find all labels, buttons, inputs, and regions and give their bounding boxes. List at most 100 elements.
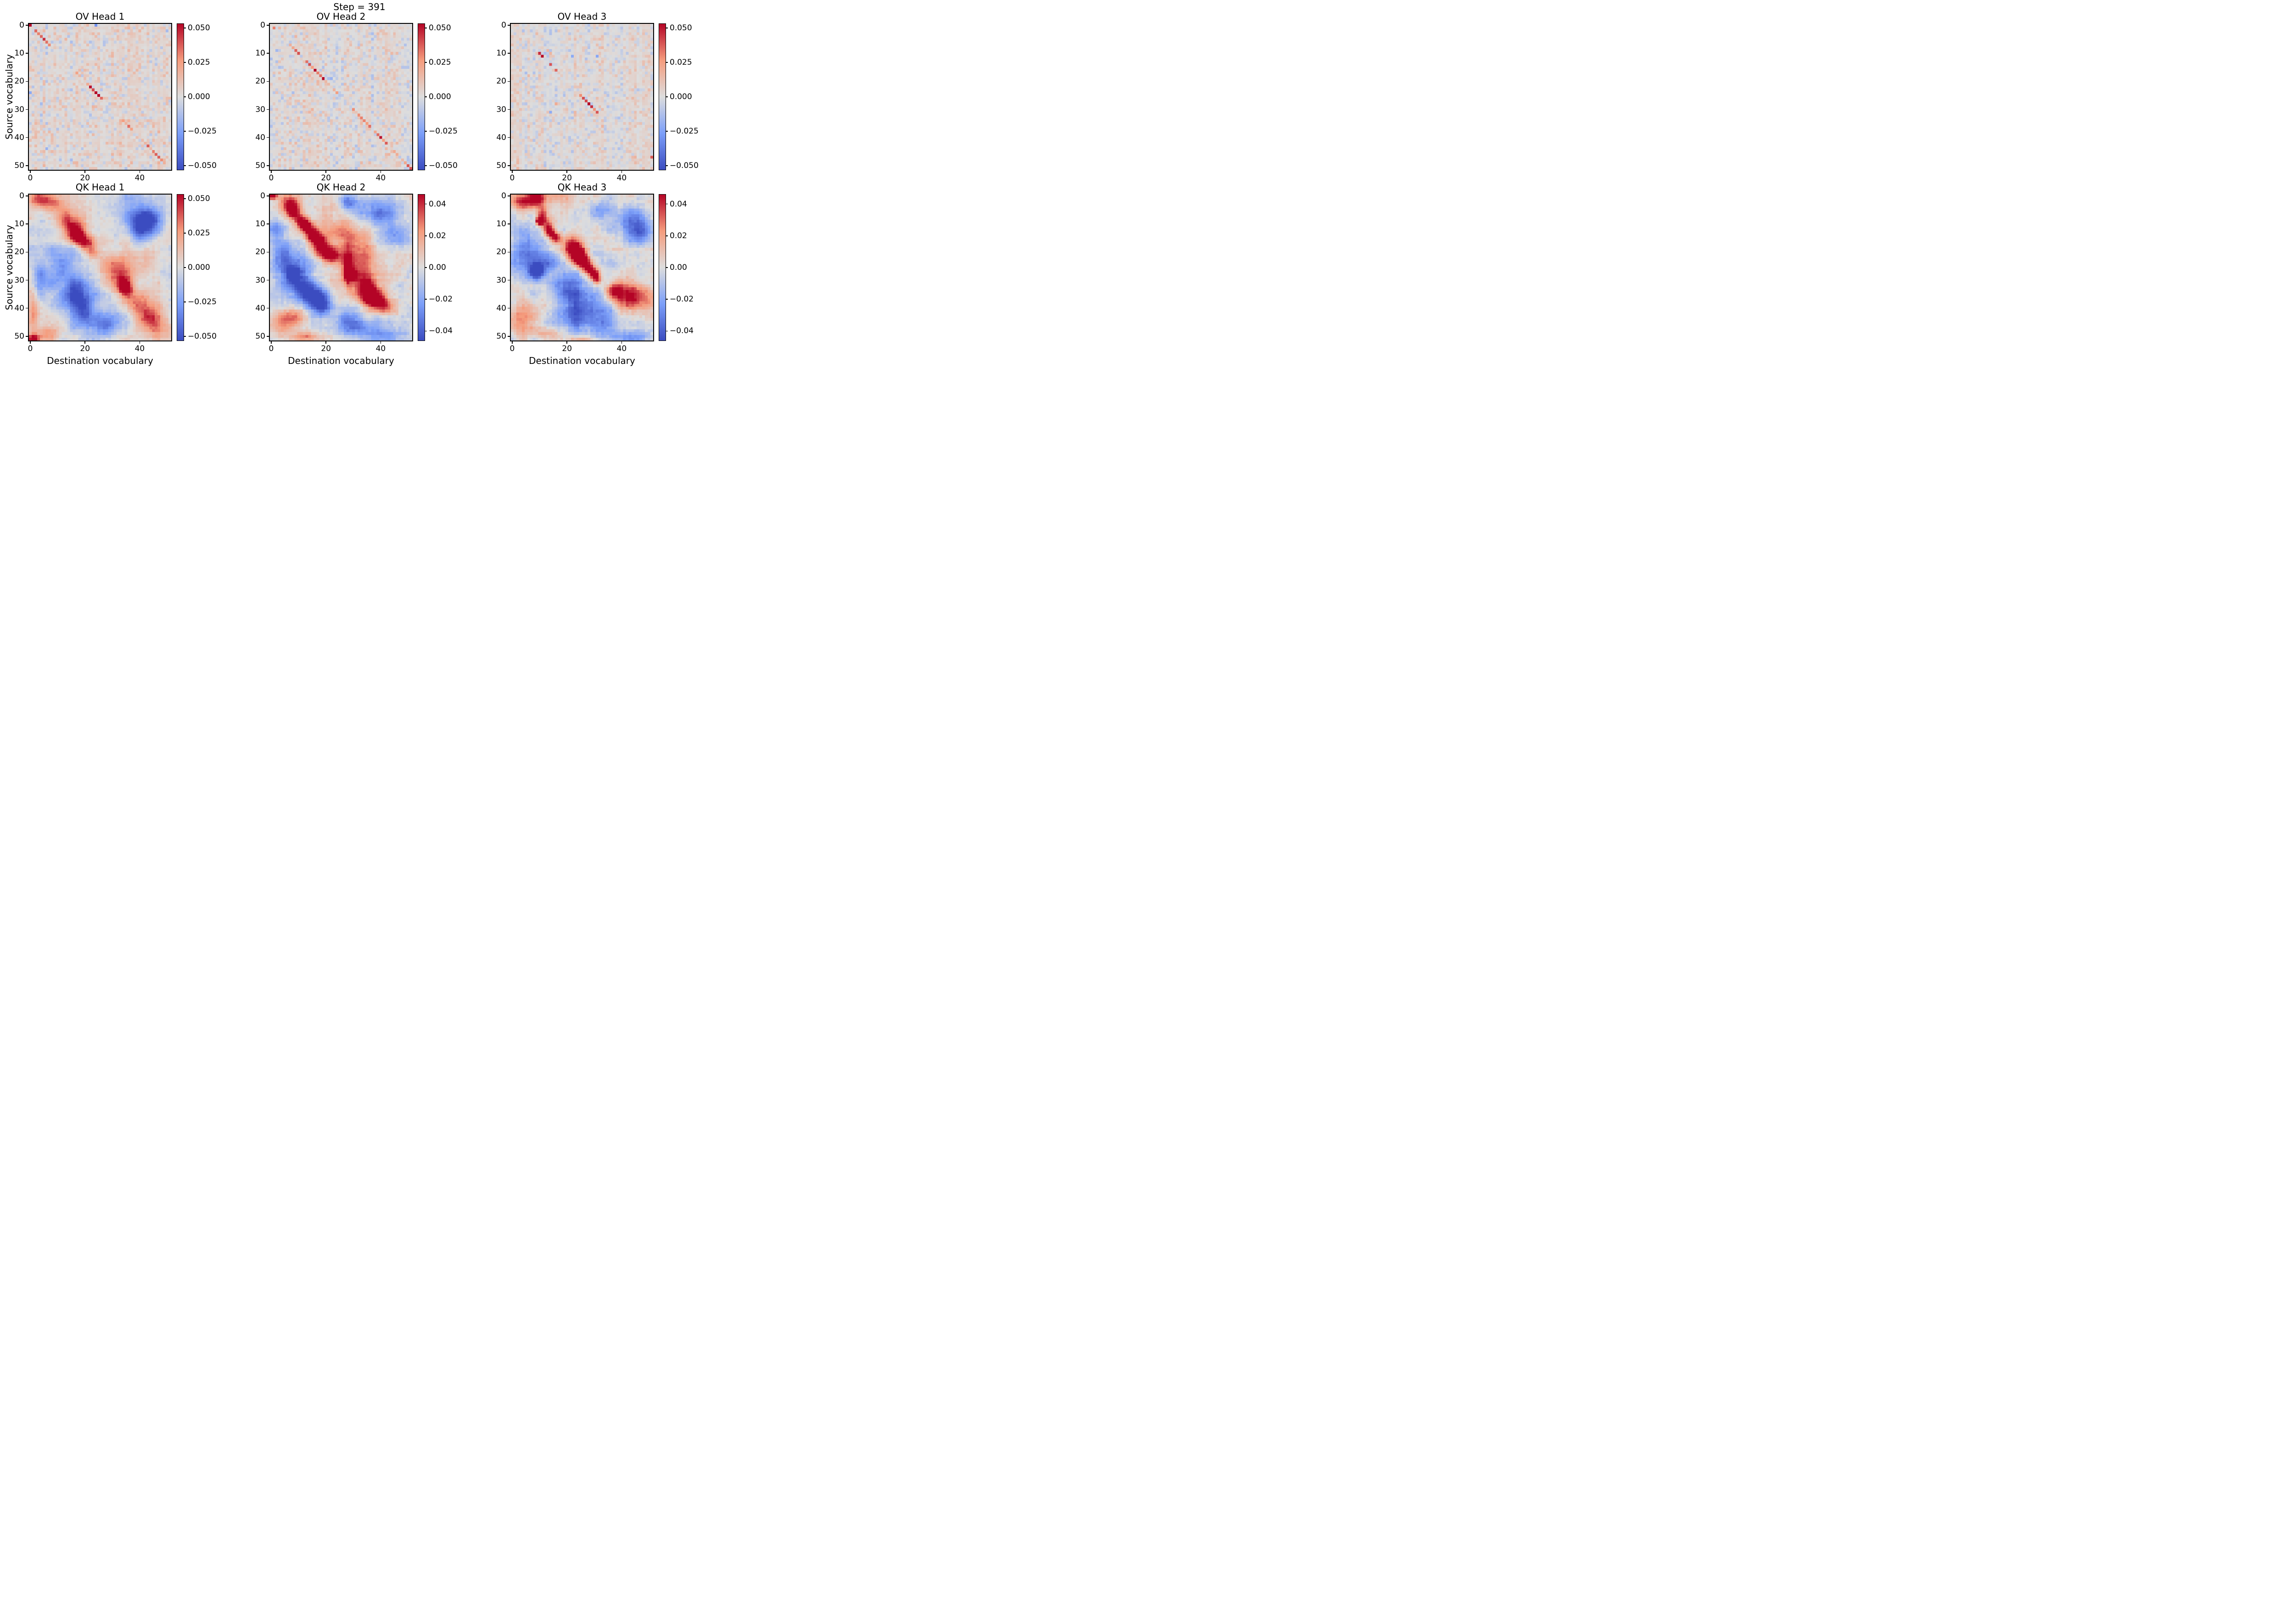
colorbar-tick-mark bbox=[184, 131, 186, 132]
colorbar-tick-mark bbox=[425, 330, 427, 331]
y-tick-label: 40 bbox=[496, 133, 506, 142]
y-tick-mark bbox=[508, 251, 510, 253]
y-tick-mark bbox=[508, 53, 510, 54]
colorbar-tick-label: −0.050 bbox=[429, 161, 458, 170]
y-tick-label: 30 bbox=[496, 105, 506, 114]
colorbar-tick-mark bbox=[666, 235, 668, 236]
y-tick-mark bbox=[26, 251, 28, 253]
colorbar-tick-mark bbox=[425, 235, 427, 236]
colorbar-tick-label: 0.050 bbox=[670, 23, 692, 33]
panel-title-qk-head-3: QK Head 3 bbox=[557, 182, 607, 193]
colorbar-tick-mark bbox=[666, 267, 668, 268]
colorbar-tick-mark bbox=[425, 165, 427, 166]
y-tick-mark bbox=[267, 109, 269, 110]
x-tick-mark bbox=[84, 171, 85, 173]
x-tick-mark bbox=[512, 341, 513, 344]
colorbar-tick-mark bbox=[184, 62, 186, 63]
colorbar-tick-mark bbox=[666, 330, 668, 331]
colorbar-tick-mark bbox=[184, 198, 186, 199]
y-tick-label: 50 bbox=[255, 161, 265, 170]
panel-title-ov-head-1: OV Head 1 bbox=[75, 11, 125, 22]
y-tick-label: 10 bbox=[14, 219, 24, 229]
colorbar-tick-label: 0.000 bbox=[188, 92, 210, 101]
colorbar-gradient bbox=[177, 194, 184, 340]
y-tick-mark bbox=[508, 336, 510, 337]
y-tick-mark bbox=[26, 109, 28, 110]
colorbar-tick-mark bbox=[666, 203, 668, 205]
y-tick-mark bbox=[508, 109, 510, 110]
colorbar-gradient bbox=[177, 23, 184, 170]
y-tick-label: 0 bbox=[501, 21, 506, 30]
y-axis-label: Source vocabulary bbox=[4, 225, 15, 310]
colorbar-tick-label: −0.025 bbox=[429, 127, 458, 136]
x-axis-label: Destination vocabulary bbox=[529, 355, 635, 366]
heatmap-canvas-qk-head-2 bbox=[270, 195, 412, 340]
x-tick-label: 20 bbox=[562, 344, 572, 353]
colorbar-qk-head-1 bbox=[176, 194, 184, 341]
y-tick-label: 30 bbox=[14, 275, 24, 285]
heatmap-canvas-ov-head-3 bbox=[511, 24, 653, 170]
heatmap-panel-qk-head-3 bbox=[510, 194, 654, 341]
x-tick-label: 20 bbox=[321, 173, 331, 183]
y-tick-mark bbox=[508, 25, 510, 26]
colorbar-tick-mark bbox=[425, 267, 427, 268]
colorbar-tick-label: 0.000 bbox=[188, 263, 210, 272]
colorbar-ov-head-1 bbox=[176, 23, 184, 170]
colorbar-tick-label: 0.000 bbox=[429, 92, 451, 101]
colorbar-tick-mark bbox=[425, 62, 427, 63]
x-tick-mark bbox=[621, 171, 622, 173]
y-tick-label: 40 bbox=[255, 303, 265, 313]
figure: Step = 391 OV Head 1 0 20 40 0 10 20 30 40 50 Sour… bbox=[0, 0, 719, 366]
figure-suptitle: Step = 391 bbox=[333, 1, 386, 12]
y-tick-mark bbox=[267, 165, 269, 166]
x-tick-mark bbox=[271, 171, 272, 173]
heatmap-panel-ov-head-3 bbox=[510, 23, 654, 171]
y-tick-mark bbox=[267, 279, 269, 281]
colorbar-tick-label: −0.025 bbox=[188, 297, 217, 307]
x-tick-label: 0 bbox=[28, 173, 33, 183]
x-tick-label: 20 bbox=[80, 173, 90, 183]
y-tick-label: 20 bbox=[14, 247, 24, 257]
colorbar-tick-mark bbox=[666, 62, 668, 63]
x-tick-mark bbox=[271, 341, 272, 344]
y-tick-label: 0 bbox=[501, 191, 506, 201]
y-tick-label: 50 bbox=[496, 331, 506, 341]
y-tick-label: 30 bbox=[255, 275, 265, 285]
x-tick-label: 0 bbox=[509, 344, 515, 353]
panel-title-qk-head-2: QK Head 2 bbox=[316, 182, 366, 193]
x-tick-label: 40 bbox=[616, 173, 627, 183]
x-tick-mark bbox=[30, 341, 31, 344]
colorbar-tick-label: 0.025 bbox=[429, 58, 451, 67]
colorbar-tick-mark bbox=[184, 267, 186, 268]
x-tick-mark bbox=[325, 171, 326, 173]
colorbar-tick-mark bbox=[184, 165, 186, 166]
y-tick-mark bbox=[267, 137, 269, 138]
y-tick-label: 30 bbox=[255, 105, 265, 114]
y-tick-label: 0 bbox=[19, 191, 24, 201]
colorbar-tick-label: 0.025 bbox=[188, 58, 210, 67]
colorbar-tick-mark bbox=[666, 165, 668, 166]
colorbar-tick-label: 0.025 bbox=[188, 229, 210, 238]
y-tick-label: 10 bbox=[14, 49, 24, 58]
colorbar-qk-head-3 bbox=[658, 194, 666, 341]
y-tick-mark bbox=[267, 195, 269, 196]
panel-title-qk-head-1: QK Head 1 bbox=[75, 182, 125, 193]
heatmap-panel-qk-head-1 bbox=[28, 194, 172, 341]
y-tick-label: 20 bbox=[496, 247, 506, 257]
colorbar-tick-label: −0.025 bbox=[188, 127, 217, 136]
colorbar-ov-head-3 bbox=[658, 23, 666, 170]
y-tick-label: 10 bbox=[255, 219, 265, 229]
y-tick-mark bbox=[26, 223, 28, 224]
colorbar-tick-mark bbox=[425, 131, 427, 132]
y-tick-mark bbox=[26, 307, 28, 309]
colorbar-tick-label: −0.04 bbox=[670, 326, 694, 336]
heatmap-canvas-ov-head-2 bbox=[270, 24, 412, 170]
x-axis-label: Destination vocabulary bbox=[288, 355, 394, 366]
colorbar-tick-mark bbox=[425, 299, 427, 300]
x-axis-label: Destination vocabulary bbox=[47, 355, 153, 366]
y-tick-label: 40 bbox=[14, 303, 24, 313]
colorbar-tick-label: 0.04 bbox=[429, 199, 446, 209]
panel-title-ov-head-3: OV Head 3 bbox=[557, 11, 607, 22]
colorbar-tick-label: −0.050 bbox=[188, 332, 217, 341]
y-tick-label: 40 bbox=[14, 133, 24, 142]
